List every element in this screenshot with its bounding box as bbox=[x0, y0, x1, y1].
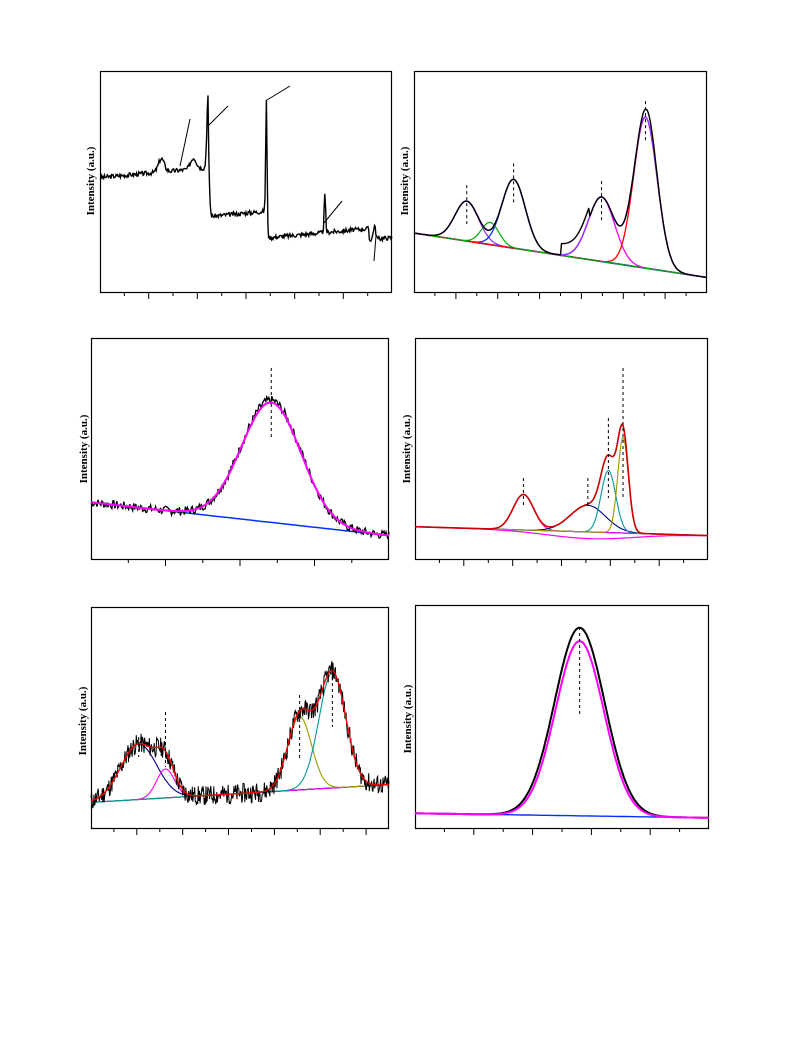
fit-peak-line bbox=[90, 401, 390, 537]
y-axis-label-fit-d: Intensity (a.u.) bbox=[77, 686, 89, 756]
chart-panel-fit-d bbox=[90, 606, 390, 835]
y-axis-label-fit-e: Intensity (a.u.) bbox=[402, 684, 414, 754]
chart-svg-fit-d bbox=[90, 606, 390, 835]
chart-svg-fit-a bbox=[413, 70, 708, 299]
y-axis-label-fit-c: Intensity (a.u.) bbox=[401, 414, 413, 484]
chart-svg-survey bbox=[99, 70, 393, 299]
component-peak-2 bbox=[413, 178, 708, 279]
measured-spectrum-line bbox=[413, 108, 708, 279]
plot-frame bbox=[414, 337, 709, 561]
chart-panel-survey bbox=[99, 70, 393, 299]
plot-frame bbox=[413, 70, 708, 294]
measured-spectrum-line bbox=[90, 394, 390, 540]
y-axis-label-fit-a: Intensity (a.u.) bbox=[399, 146, 411, 216]
chart-panel-fit-a bbox=[413, 70, 708, 299]
peak-leader-line bbox=[266, 85, 291, 101]
chart-svg-fit-c bbox=[414, 337, 709, 566]
plot-frame bbox=[414, 604, 710, 830]
component-peak-1 bbox=[415, 493, 708, 537]
plot-frame bbox=[90, 606, 390, 830]
peak-leader-line bbox=[207, 105, 229, 127]
component-peak-4 bbox=[415, 436, 708, 537]
y-axis-label-fit-b: Intensity (a.u.) bbox=[78, 414, 90, 484]
chart-panel-fit-e bbox=[414, 604, 710, 835]
peak-leader-line bbox=[323, 200, 343, 224]
envelope-fit-line bbox=[415, 422, 708, 537]
component-peak-2 bbox=[90, 768, 390, 803]
component-peak-3 bbox=[415, 469, 708, 537]
peak-leader-line bbox=[179, 118, 191, 167]
plot-frame bbox=[99, 70, 393, 294]
measured-spectrum-line bbox=[90, 661, 390, 809]
y-axis-label-survey: Intensity (a.u.) bbox=[85, 146, 97, 216]
measured-spectrum-line bbox=[415, 626, 709, 819]
chart-panel-fit-c bbox=[414, 337, 709, 566]
fit-peak-line bbox=[415, 640, 709, 819]
chart-svg-fit-b bbox=[90, 337, 390, 566]
component-peak-3 bbox=[90, 716, 390, 803]
survey-spectrum-line bbox=[99, 95, 393, 244]
envelope-fit-line bbox=[90, 670, 389, 802]
peak-leader-line bbox=[373, 235, 377, 262]
chart-panel-fit-b bbox=[90, 337, 390, 566]
plot-frame bbox=[90, 337, 390, 561]
chart-svg-fit-e bbox=[414, 604, 710, 835]
